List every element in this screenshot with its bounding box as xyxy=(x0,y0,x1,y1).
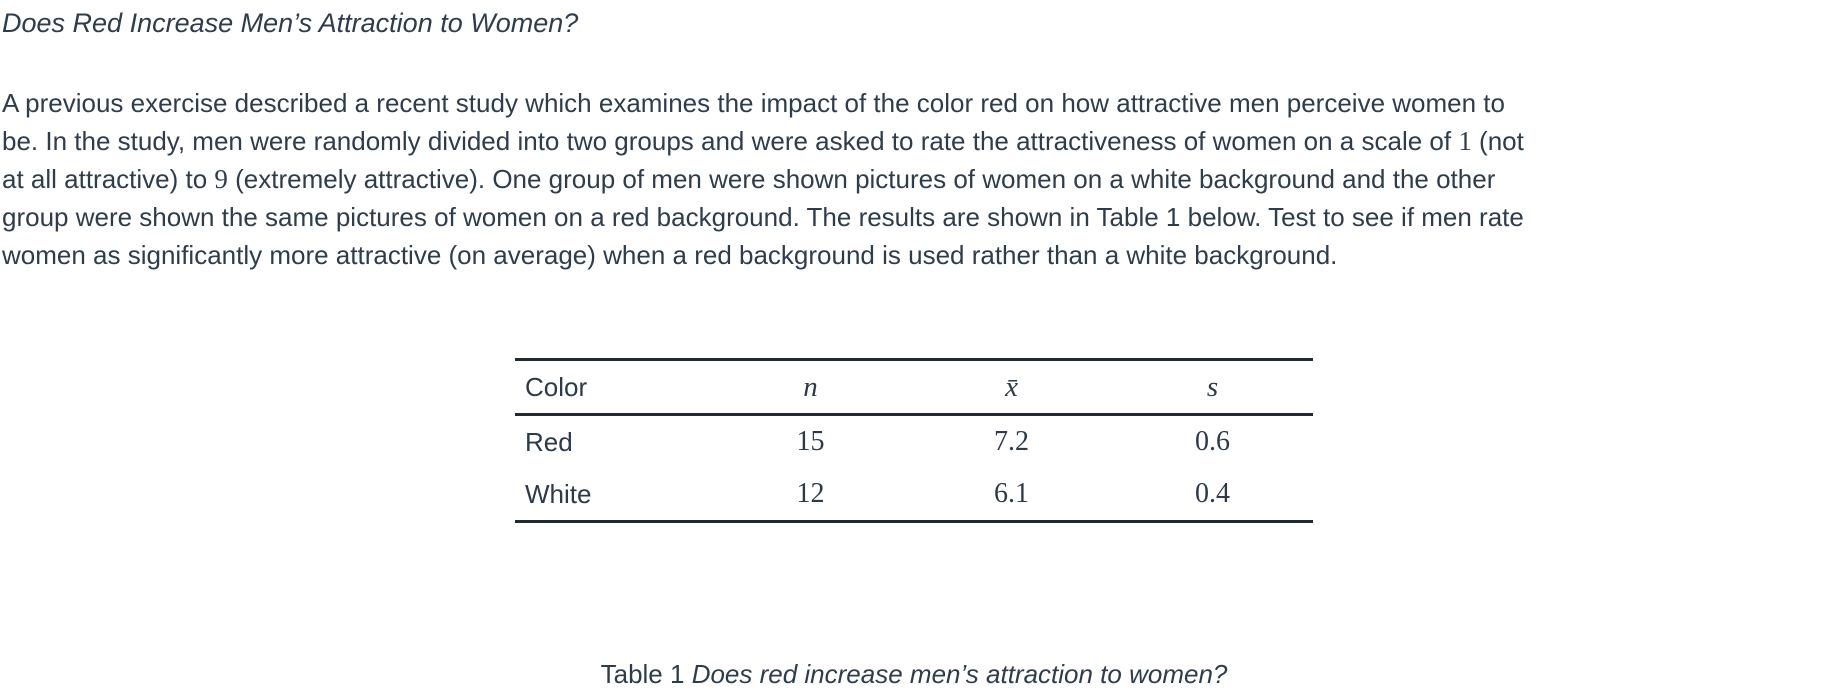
text-segment: be. In the study, men were randomly divi… xyxy=(2,126,1459,156)
paragraph-line: A previous exercise described a recent s… xyxy=(2,84,1524,122)
page-title: Does Red Increase Men’s Attraction to Wo… xyxy=(2,8,579,38)
text-segment: at all attractive) to xyxy=(2,164,215,194)
table-row: White 12 6.1 0.4 xyxy=(515,468,1313,522)
column-header-xbar: x̄ xyxy=(1005,370,1018,403)
column-header-color: Color xyxy=(525,371,588,402)
row-s-cell: 0.4 xyxy=(1195,478,1230,509)
paragraph: A previous exercise described a recent s… xyxy=(2,84,1524,274)
table-body: Red 15 7.2 0.6 White 12 6.1 0.4 xyxy=(515,415,1313,522)
row-n-cell: 12 xyxy=(796,478,825,509)
row-color-cell: Red xyxy=(525,426,573,457)
caption-prefix: Table 1 xyxy=(600,659,692,689)
row-color-cell: White xyxy=(525,478,592,509)
caption-italic-text: Does red increase men’s attraction to wo… xyxy=(691,659,1228,689)
table-header-row: Color n x̄ s xyxy=(515,360,1313,415)
text-segment: women as significantly more attractive (… xyxy=(2,240,1338,270)
text-segment: group were shown the same pictures of wo… xyxy=(2,202,1524,232)
math-number: 9 xyxy=(214,164,228,194)
text-segment: A previous exercise described a recent s… xyxy=(2,88,1505,118)
paragraph-line: be. In the study, men were randomly divi… xyxy=(2,122,1524,160)
results-table: Color n x̄ s Red 15 7.2 0.6 White 12 6.1 0.4 xyxy=(515,358,1313,523)
text-segment: (extremely attractive). One group of men… xyxy=(227,164,1496,194)
row-xbar-cell: 6.1 xyxy=(994,478,1029,509)
row-n-cell: 15 xyxy=(796,426,825,457)
column-header-n: n xyxy=(803,370,818,403)
text-segment: (not xyxy=(1471,126,1524,156)
table-row: Red 15 7.2 0.6 xyxy=(515,415,1313,469)
paragraph-line: at all attractive) to 9 (extremely attra… xyxy=(2,160,1524,198)
math-number: 1 xyxy=(1458,126,1472,156)
paragraph-line: group were shown the same pictures of wo… xyxy=(2,198,1524,236)
paragraph-line: women as significantly more attractive (… xyxy=(2,236,1524,274)
row-s-cell: 0.6 xyxy=(1195,426,1230,457)
table-caption: Table 1 Does red increase men’s attracti… xyxy=(0,659,1828,690)
column-header-s: s xyxy=(1206,370,1219,403)
row-xbar-cell: 7.2 xyxy=(994,426,1029,457)
